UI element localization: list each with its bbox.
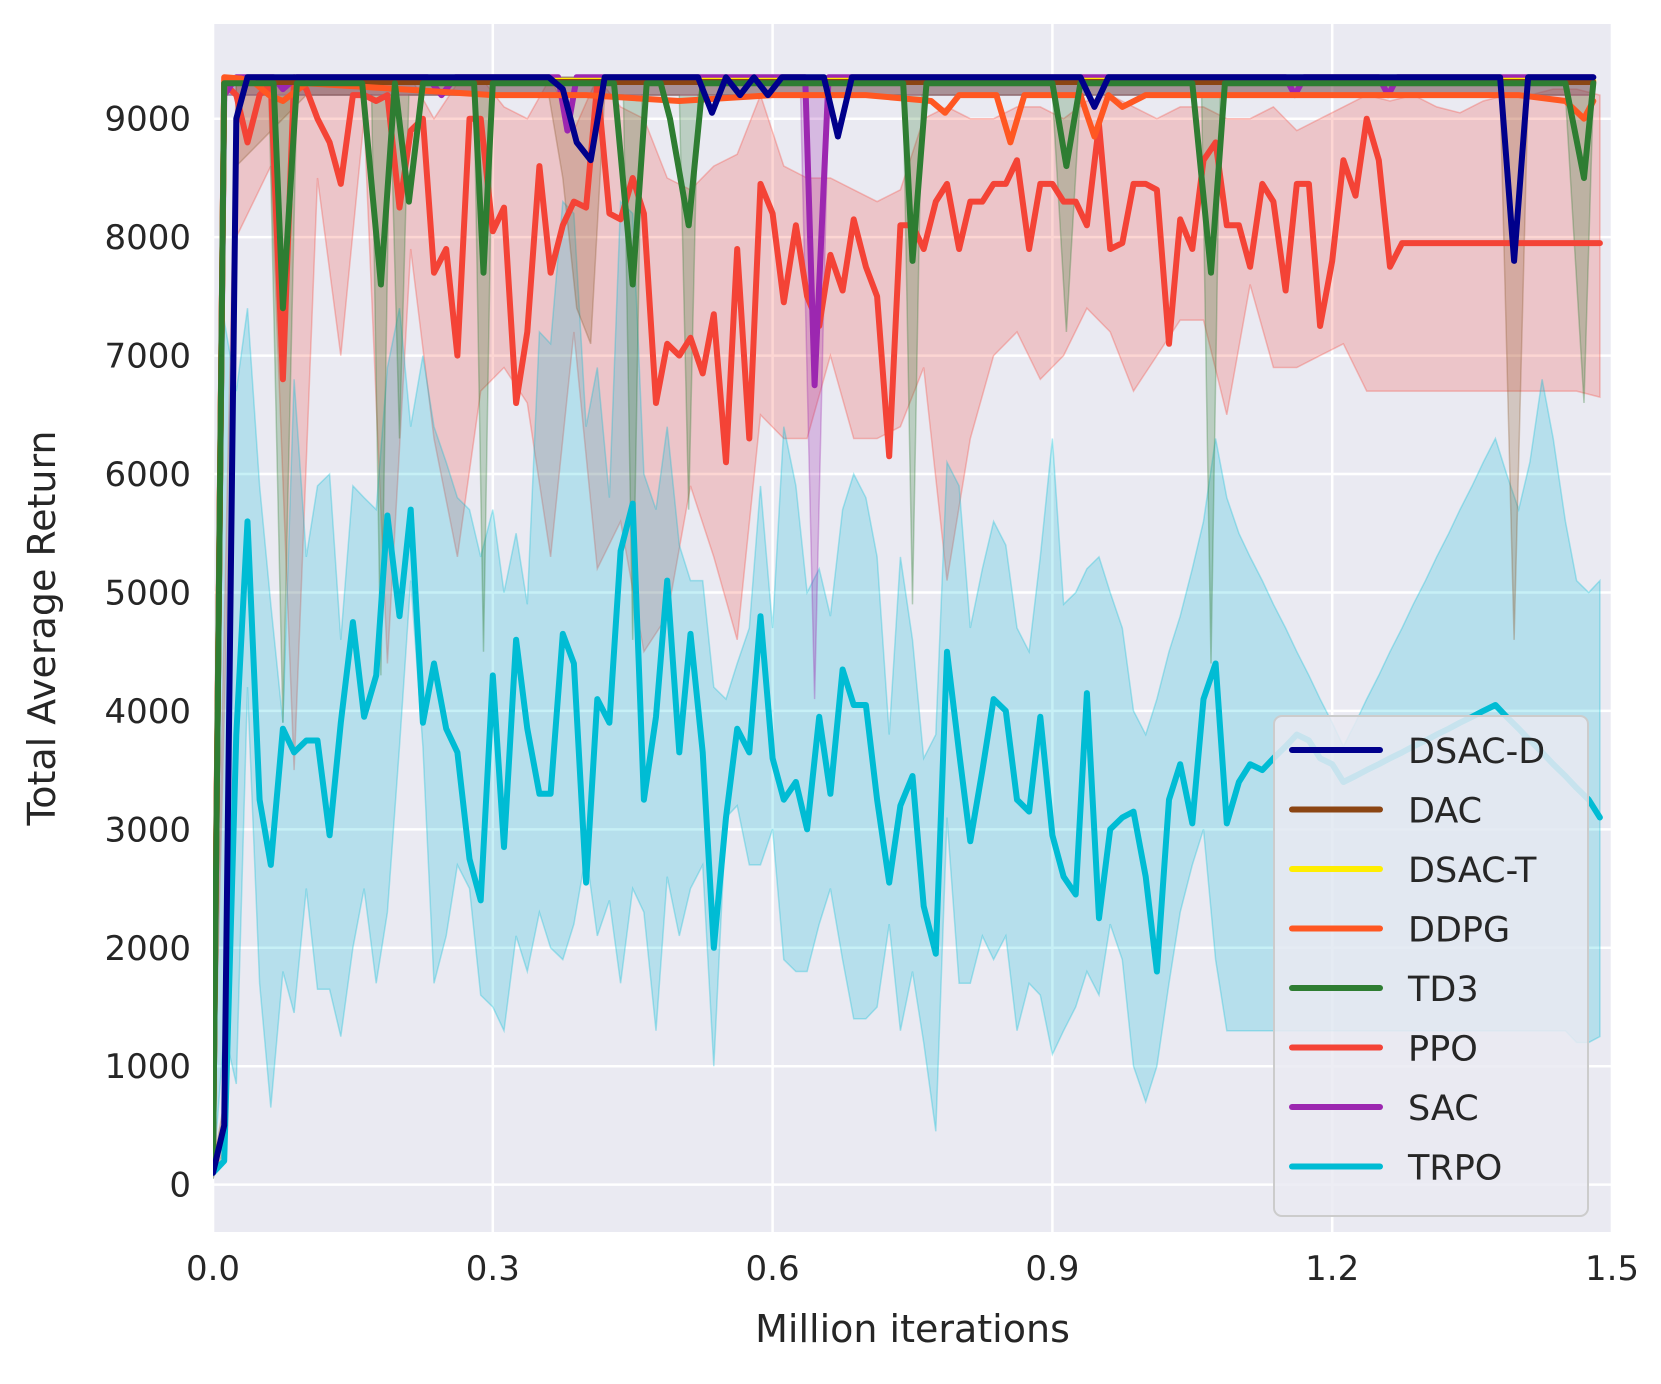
series-line-ddpg bbox=[213, 74, 1597, 1153]
x-tick-label: 0.6 bbox=[746, 1249, 800, 1289]
legend-label-trpo: TRPO bbox=[1407, 1149, 1502, 1189]
x-tick-label: 0.3 bbox=[466, 1249, 520, 1289]
legend-label-ddpg: DDPG bbox=[1408, 911, 1510, 951]
y-tick-label: 2000 bbox=[104, 929, 191, 969]
y-tick-label: 4000 bbox=[104, 692, 191, 732]
legend: DSAC-D DAC DSAC-T DDPG TD3 PPO SAC TRPO bbox=[1273, 715, 1589, 1217]
y-axis-label: Total Average Return bbox=[20, 430, 64, 826]
y-tick-label: 9000 bbox=[104, 100, 191, 140]
legend-box bbox=[1273, 715, 1589, 1217]
series-line-td3 bbox=[213, 80, 1597, 1164]
legend-label-ppo: PPO bbox=[1408, 1030, 1478, 1070]
legend-label-td3: TD3 bbox=[1407, 970, 1479, 1010]
band-trpo bbox=[213, 199, 1601, 1179]
legend-label-sac: SAC bbox=[1408, 1089, 1479, 1129]
legend-label-dac: DAC bbox=[1408, 792, 1482, 832]
y-tick-label: 0 bbox=[169, 1166, 191, 1206]
x-tick-label: 0.0 bbox=[186, 1249, 240, 1289]
y-tick-label: 1000 bbox=[104, 1047, 191, 1087]
x-tick-label: 1.5 bbox=[1585, 1249, 1639, 1289]
y-axis-ticks: 0 1000 2000 3000 4000 5000 6000 7000 8000 9000 bbox=[104, 100, 191, 1206]
legend-label-dsac-t: DSAC-T bbox=[1408, 851, 1537, 891]
series-line-ppo bbox=[213, 74, 1603, 1153]
series-line-dsac-d bbox=[213, 74, 1597, 1176]
y-tick-label: 3000 bbox=[104, 810, 191, 850]
y-tick-label: 7000 bbox=[104, 337, 191, 377]
y-tick-label: 8000 bbox=[104, 218, 191, 258]
legend-label-dsac-d: DSAC-D bbox=[1408, 732, 1545, 772]
y-tick-label: 5000 bbox=[104, 573, 191, 613]
x-tick-label: 1.2 bbox=[1305, 1249, 1359, 1289]
y-tick-label: 6000 bbox=[104, 455, 191, 495]
x-tick-label: 0.9 bbox=[1025, 1249, 1079, 1289]
x-axis-label: Million iterations bbox=[755, 1307, 1070, 1351]
x-axis-ticks: 0.0 0.3 0.6 0.9 1.2 1.5 bbox=[186, 1249, 1639, 1289]
